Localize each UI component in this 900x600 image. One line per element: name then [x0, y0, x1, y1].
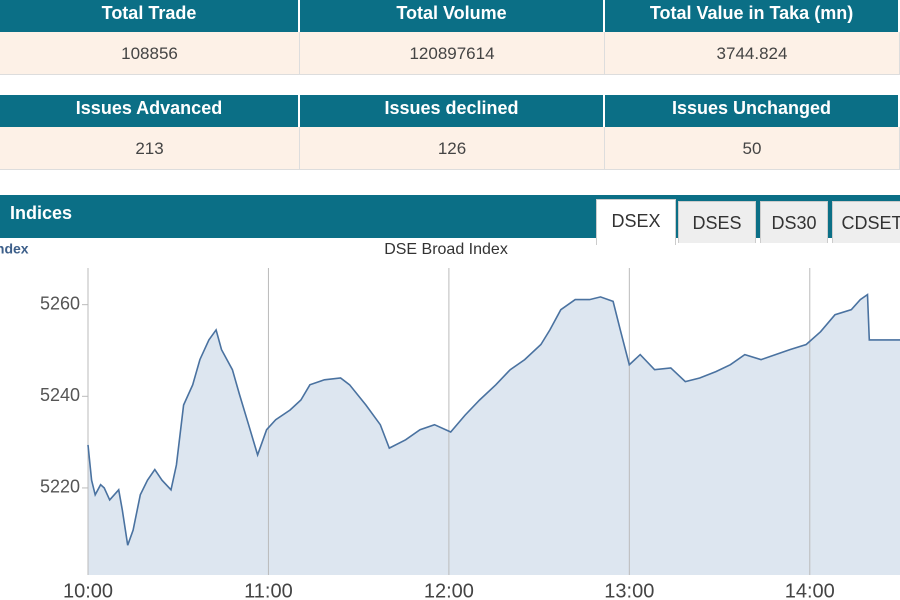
chart: DSE Broad Index Index 10:00 11:00 12:00 13:… — [0, 241, 900, 600]
table-cell: 213 — [0, 127, 300, 170]
y-tick-label: 5220 — [40, 477, 80, 497]
x-tick-label: 11:00 — [244, 580, 293, 600]
table-header: Issues Unchanged — [605, 95, 900, 127]
table-header: Total Trade — [0, 0, 300, 32]
x-tick-label: 10:00 — [63, 580, 113, 600]
index-tab[interactable]: DSES — [678, 201, 756, 243]
index-tab[interactable]: DSEX — [596, 199, 676, 245]
x-tick-label: 12:00 — [424, 580, 474, 600]
x-tick-label: 14:00 — [785, 580, 835, 600]
index-tab[interactable]: DS30 — [760, 201, 828, 243]
table-header: Total Value in Taka (mn) — [605, 0, 900, 32]
summary-table: Total Trade Total Volume Total Value in Ta… — [0, 0, 900, 75]
y-tick-label: 5260 — [40, 293, 80, 313]
index-tab[interactable]: CDSET — [832, 201, 900, 243]
indices-title: Indices — [10, 203, 73, 223]
table-header: Issues declined — [300, 95, 605, 127]
line — [87, 293, 900, 546]
table-cell: 108856 — [0, 32, 300, 75]
table-cell: 120897614 — [300, 32, 605, 75]
table-cell: 3744.824 — [605, 32, 900, 75]
table-header: Total Volume — [300, 0, 605, 32]
y-tick-label: 5240 — [40, 385, 80, 405]
area-fill — [88, 294, 900, 575]
table-cell: 50 — [605, 127, 900, 170]
y-axis-title: Index — [0, 241, 29, 257]
chart-title: DSE Broad Index — [384, 241, 508, 258]
x-tick-label: 13:00 — [604, 580, 654, 600]
table-cell: 126 — [300, 127, 605, 170]
table-header: Issues Advanced — [0, 95, 300, 127]
summary-table: Issues Advanced Issues declined Issues Unc… — [0, 95, 900, 170]
